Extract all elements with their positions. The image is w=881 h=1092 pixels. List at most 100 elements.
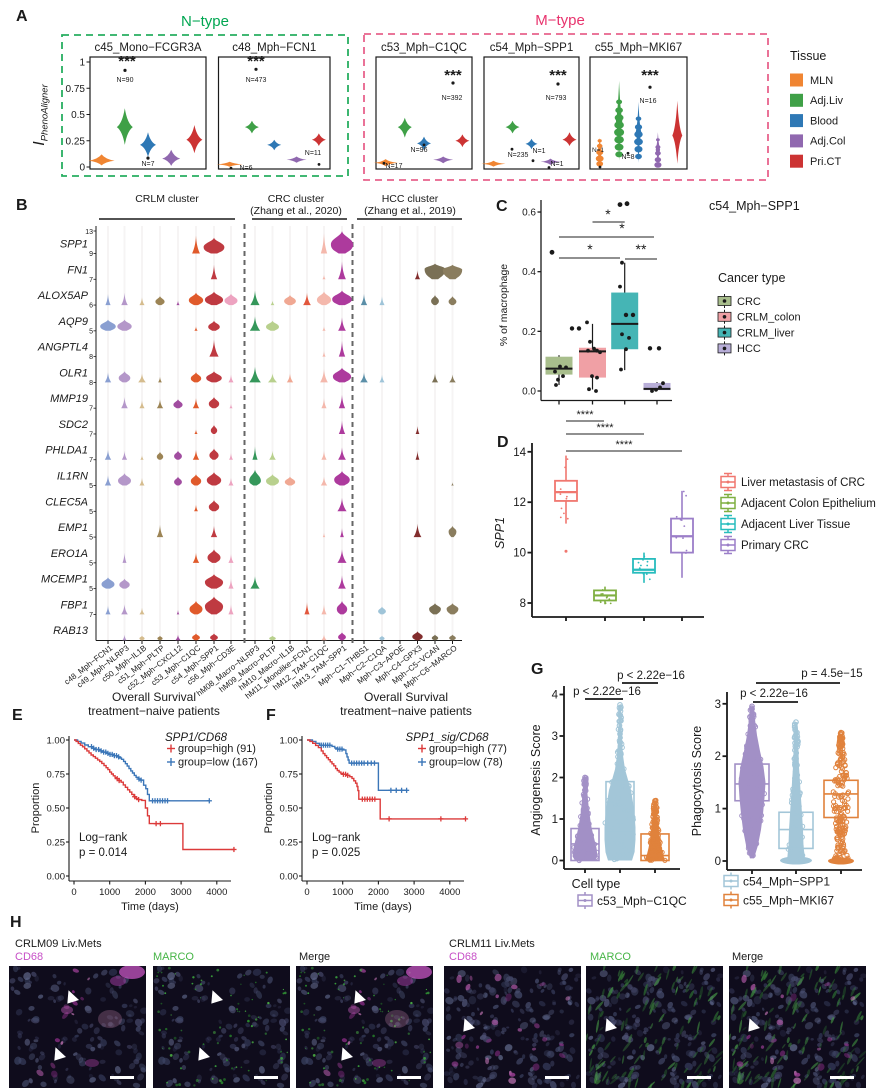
svg-text:***: ***: [641, 67, 659, 84]
svg-text:****: ****: [615, 439, 633, 451]
svg-text:Log−rank: Log−rank: [312, 832, 361, 844]
svg-text:2: 2: [715, 751, 721, 763]
svg-text:7: 7: [89, 612, 93, 619]
svg-text:Time (days): Time (days): [354, 901, 412, 913]
svg-text:1: 1: [715, 804, 721, 816]
svg-text:Adjacent Colon Epithelium: Adjacent Colon Epithelium: [741, 498, 876, 510]
svg-text:Primary CRC: Primary CRC: [741, 540, 809, 552]
svg-text:4: 4: [552, 690, 559, 702]
svg-text:0.00: 0.00: [280, 872, 299, 883]
svg-text:CRLM09 Liv.Mets: CRLM09 Liv.Mets: [15, 938, 102, 950]
svg-text:Overall Survival: Overall Survival: [112, 690, 196, 704]
svg-text:N=1: N=1: [532, 148, 545, 155]
svg-text:MCEMP1: MCEMP1: [41, 574, 88, 586]
svg-text:CD68: CD68: [449, 951, 477, 963]
svg-text:***: ***: [118, 53, 136, 70]
svg-text:SPP1/CD68: SPP1/CD68: [165, 732, 228, 744]
svg-text:5: 5: [89, 535, 93, 542]
svg-text:***: ***: [549, 67, 567, 84]
svg-text:1.00: 1.00: [280, 736, 299, 747]
svg-text:7: 7: [89, 431, 93, 438]
svg-text:2: 2: [552, 773, 558, 785]
svg-text:Log−rank: Log−rank: [79, 832, 128, 844]
svg-text:Cell type: Cell type: [572, 877, 621, 891]
svg-text:c55_Mph−MKI67: c55_Mph−MKI67: [595, 42, 682, 54]
svg-text:c53_Mph−C1QC: c53_Mph−C1QC: [597, 894, 687, 908]
svg-text:MMP19: MMP19: [50, 393, 88, 405]
svg-text:3000: 3000: [171, 887, 192, 898]
svg-text:2000: 2000: [135, 887, 156, 898]
svg-text:0.50: 0.50: [280, 804, 299, 815]
svg-text:N=235: N=235: [508, 152, 529, 159]
svg-text:0.2: 0.2: [522, 327, 536, 338]
svg-text:HCC cluster: HCC cluster: [382, 193, 439, 205]
svg-text:FBP1: FBP1: [60, 599, 88, 611]
svg-text:HCC: HCC: [737, 343, 761, 355]
svg-text:N=17: N=17: [386, 163, 403, 170]
svg-text:1000: 1000: [332, 887, 353, 898]
svg-text:CRC cluster: CRC cluster: [268, 193, 325, 205]
svg-text:B: B: [16, 197, 28, 214]
svg-text:N=1: N=1: [550, 161, 563, 168]
svg-text:group=low (167): group=low (167): [178, 757, 258, 769]
svg-text:0.25: 0.25: [47, 838, 66, 849]
svg-text:0.75: 0.75: [280, 770, 299, 781]
svg-text:MARCO: MARCO: [590, 951, 631, 963]
svg-text:SPP1_sig/CD68: SPP1_sig/CD68: [405, 732, 489, 744]
svg-text:1000: 1000: [99, 887, 120, 898]
svg-text:Adj.Liv: Adj.Liv: [810, 95, 844, 107]
svg-text:treatment−naive patients: treatment−naive patients: [340, 704, 472, 718]
svg-text:N=473: N=473: [246, 77, 267, 84]
svg-text:8: 8: [89, 380, 93, 387]
svg-text:1: 1: [79, 58, 85, 69]
svg-text:1.00: 1.00: [47, 736, 66, 747]
svg-text:ERO1A: ERO1A: [51, 548, 88, 560]
svg-text:OLR1: OLR1: [59, 367, 88, 379]
svg-text:c55_Mph−MKI67: c55_Mph−MKI67: [743, 894, 834, 908]
svg-text:N=90: N=90: [117, 77, 134, 84]
svg-text:14: 14: [513, 447, 526, 459]
svg-text:E: E: [12, 707, 23, 724]
svg-text:0: 0: [715, 856, 721, 868]
svg-text:p = 0.025: p = 0.025: [312, 847, 360, 859]
svg-text:SPP1: SPP1: [60, 239, 88, 251]
svg-text:8: 8: [89, 354, 93, 361]
svg-text:Pri.CT: Pri.CT: [810, 156, 841, 168]
svg-text:Cancer type: Cancer type: [718, 271, 785, 285]
svg-text:Liver metastasis of CRC: Liver metastasis of CRC: [741, 477, 865, 489]
svg-text:H: H: [10, 914, 22, 931]
svg-text:ALOX5AP: ALOX5AP: [37, 290, 89, 302]
svg-text:6: 6: [89, 303, 93, 310]
svg-text:N=7: N=7: [141, 161, 154, 168]
svg-text:0.50: 0.50: [47, 804, 66, 815]
svg-text:ANGPTL4: ANGPTL4: [37, 342, 88, 354]
svg-text:p = 0.014: p = 0.014: [79, 847, 128, 859]
svg-text:****: ****: [576, 409, 594, 421]
svg-text:c54_Mph−SPP1: c54_Mph−SPP1: [709, 199, 800, 213]
svg-text:5: 5: [89, 483, 93, 490]
svg-text:Proportion: Proportion: [263, 783, 275, 834]
svg-text:RAB13: RAB13: [53, 625, 89, 637]
svg-text:N=96: N=96: [411, 147, 428, 154]
svg-text:MLN: MLN: [810, 75, 833, 87]
svg-text:c48_Mph−FCN1: c48_Mph−FCN1: [232, 42, 316, 54]
svg-text:CLEC5A: CLEC5A: [45, 496, 88, 508]
svg-text:C: C: [496, 198, 508, 215]
svg-text:c45_Mono−FCGR3A: c45_Mono−FCGR3A: [94, 42, 201, 54]
svg-text:0.4: 0.4: [522, 267, 536, 278]
svg-text:CRLM_colon: CRLM_colon: [737, 312, 801, 324]
svg-text:0.75: 0.75: [47, 770, 66, 781]
svg-text:***: ***: [247, 53, 265, 70]
svg-text:12: 12: [513, 497, 526, 509]
svg-text:c53_Mph−C1QC: c53_Mph−C1QC: [381, 42, 467, 54]
svg-text:treatment−naive patients: treatment−naive patients: [88, 704, 220, 718]
svg-text:1: 1: [552, 814, 558, 826]
svg-text:N=392: N=392: [442, 95, 463, 102]
svg-text:Time (days): Time (days): [121, 901, 179, 913]
svg-text:0.0: 0.0: [522, 387, 536, 398]
svg-text:CRLM11 Liv.Mets: CRLM11 Liv.Mets: [449, 938, 535, 950]
svg-text:group=low (78): group=low (78): [429, 757, 503, 769]
svg-text:Merge: Merge: [299, 951, 330, 963]
svg-text:2000: 2000: [368, 887, 389, 898]
svg-text:CD68: CD68: [15, 951, 43, 963]
